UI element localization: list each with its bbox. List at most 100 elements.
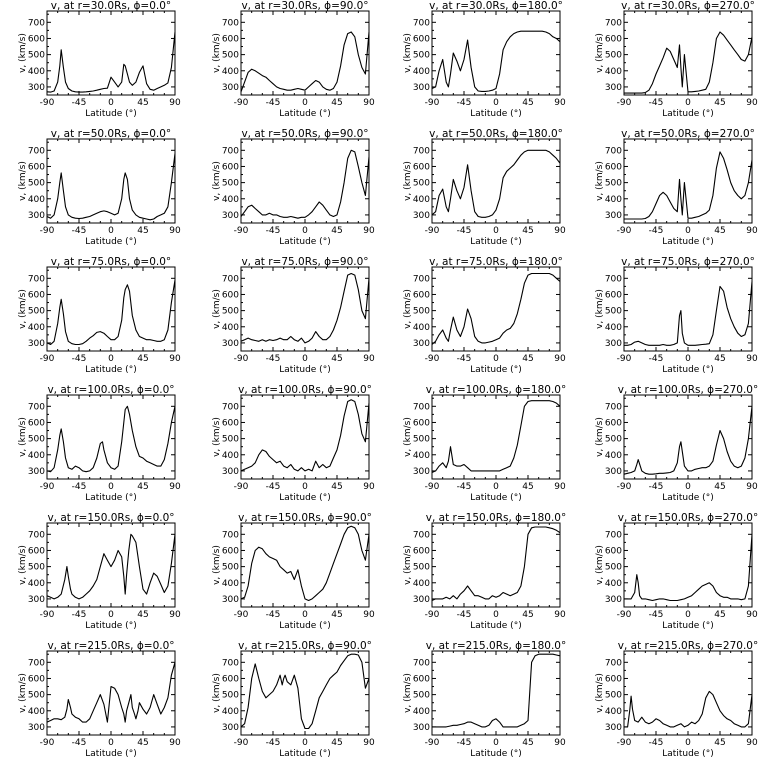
x-tick-label: -45 bbox=[72, 610, 87, 620]
y-tick-label: 300 bbox=[605, 211, 622, 221]
x-tick-label: 0 bbox=[302, 226, 308, 236]
x-tick-label: 45 bbox=[137, 482, 148, 492]
y-axis-label: v, (km/s) bbox=[212, 417, 222, 457]
y-tick-label: 400 bbox=[605, 323, 622, 333]
y-tick-label: 500 bbox=[413, 307, 430, 317]
panel-title: v, at r=30.0Rs, ϕ=90.0° bbox=[241, 0, 368, 12]
y-tick-label: 400 bbox=[28, 707, 45, 717]
x-tick-label: 0 bbox=[493, 98, 499, 108]
plot-frame bbox=[431, 650, 561, 736]
y-tick-label: 400 bbox=[605, 67, 622, 77]
y-tick-label: 700 bbox=[28, 146, 45, 156]
series-line bbox=[431, 400, 561, 474]
x-tick-label: 0 bbox=[108, 354, 114, 364]
panel-title: v, at r=50.0Rs, ϕ=0.0° bbox=[51, 128, 171, 140]
y-tick-label: 700 bbox=[605, 146, 622, 156]
series-line bbox=[240, 272, 370, 344]
panel: v, at r=150.0Rs, ϕ=270.0° -90 -45 0 45 90 300 4… bbox=[595, 512, 758, 631]
y-tick-label: 400 bbox=[222, 579, 239, 589]
y-tick-label: 600 bbox=[605, 34, 622, 44]
x-tick-label: 0 bbox=[493, 354, 499, 364]
y-tick-label: 500 bbox=[222, 179, 239, 189]
y-tick-label: 700 bbox=[28, 658, 45, 668]
panel-title: v, at r=100.0Rs, ϕ=270.0° bbox=[618, 384, 758, 396]
series-line bbox=[46, 662, 176, 723]
x-tick-label: -90 bbox=[425, 98, 440, 108]
y-axis-label: v, (km/s) bbox=[403, 417, 413, 457]
x-axis-label: Latitude (°) bbox=[470, 493, 521, 503]
x-tick-label: -90 bbox=[234, 482, 249, 492]
plot-frame bbox=[240, 650, 370, 736]
y-tick-label: 300 bbox=[605, 595, 622, 605]
series-line bbox=[46, 279, 176, 346]
x-tick-label: 0 bbox=[685, 226, 691, 236]
x-axis-label: Latitude (°) bbox=[279, 621, 330, 631]
panel-title: v, at r=100.0Rs, ϕ=180.0° bbox=[426, 384, 566, 396]
panel: v, at r=150.0Rs, ϕ=180.0° -90 -45 0 45 90 300 4… bbox=[403, 512, 566, 631]
x-axis-label: Latitude (°) bbox=[279, 749, 330, 759]
plot-frame bbox=[431, 266, 561, 352]
x-axis-label: Latitude (°) bbox=[662, 237, 713, 247]
y-axis-label: v, (km/s) bbox=[212, 33, 222, 73]
y-axis-label: v, (km/s) bbox=[403, 33, 413, 73]
y-tick-label: 500 bbox=[28, 179, 45, 189]
y-tick-label: 300 bbox=[222, 595, 239, 605]
panel-title: v, at r=215.0Rs, ϕ=0.0° bbox=[47, 640, 174, 652]
x-tick-label: 90 bbox=[169, 98, 181, 108]
x-axis-label: Latitude (°) bbox=[85, 109, 136, 119]
x-tick-label: -45 bbox=[649, 354, 664, 364]
y-tick-label: 500 bbox=[222, 691, 239, 701]
x-tick-label: -90 bbox=[425, 226, 440, 236]
y-tick-label: 500 bbox=[605, 563, 622, 573]
x-tick-label: 45 bbox=[522, 610, 533, 620]
y-tick-label: 600 bbox=[222, 674, 239, 684]
x-axis-label: Latitude (°) bbox=[470, 109, 521, 119]
x-axis-label: Latitude (°) bbox=[279, 109, 330, 119]
y-axis-label: v, (km/s) bbox=[403, 673, 413, 713]
x-tick-label: -90 bbox=[234, 610, 249, 620]
y-tick-label: 400 bbox=[28, 579, 45, 589]
panel-title: v, at r=75.0Rs, ϕ=0.0° bbox=[51, 256, 171, 268]
panel: v, at r=100.0Rs, ϕ=0.0° -90 -45 0 45 90 300 400… bbox=[18, 384, 181, 503]
x-axis-label: Latitude (°) bbox=[662, 365, 713, 375]
y-tick-label: 500 bbox=[28, 435, 45, 445]
y-tick-label: 400 bbox=[605, 707, 622, 717]
y-tick-label: 300 bbox=[605, 467, 622, 477]
y-tick-label: 400 bbox=[413, 707, 430, 717]
x-tick-label: -45 bbox=[457, 226, 472, 236]
y-tick-label: 500 bbox=[413, 51, 430, 61]
panel: v, at r=30.0Rs, ϕ=270.0° -90 -45 0 45 90 300 40… bbox=[595, 0, 758, 119]
x-tick-label: 45 bbox=[331, 354, 342, 364]
x-axis-label: Latitude (°) bbox=[662, 749, 713, 759]
x-tick-label: 90 bbox=[363, 610, 375, 620]
x-tick-label: 0 bbox=[302, 354, 308, 364]
x-tick-label: 45 bbox=[331, 738, 342, 748]
y-tick-label: 400 bbox=[413, 579, 430, 589]
y-axis-label: v, (km/s) bbox=[403, 545, 413, 585]
y-tick-label: 400 bbox=[413, 451, 430, 461]
x-tick-label: -90 bbox=[234, 226, 249, 236]
x-tick-label: 90 bbox=[746, 98, 758, 108]
y-axis-label: v, (km/s) bbox=[18, 417, 28, 457]
plot-frame bbox=[623, 522, 753, 608]
y-tick-label: 300 bbox=[413, 83, 430, 93]
x-tick-label: -90 bbox=[40, 98, 55, 108]
panel-title: v, at r=75.0Rs, ϕ=90.0° bbox=[241, 256, 368, 268]
panel: v, at r=100.0Rs, ϕ=270.0° -90 -45 0 45 90 300 4… bbox=[595, 384, 758, 503]
panel: v, at r=215.0Rs, ϕ=180.0° -90 -45 0 45 90 300 4… bbox=[403, 640, 566, 759]
x-tick-label: 0 bbox=[685, 738, 691, 748]
x-tick-label: 90 bbox=[746, 226, 758, 236]
y-tick-label: 600 bbox=[413, 546, 430, 556]
x-tick-label: 0 bbox=[493, 226, 499, 236]
y-tick-label: 500 bbox=[28, 691, 45, 701]
x-tick-label: -90 bbox=[617, 610, 632, 620]
y-tick-label: 500 bbox=[605, 435, 622, 445]
panel-title: v, at r=215.0Rs, ϕ=180.0° bbox=[426, 640, 566, 652]
x-tick-label: 0 bbox=[493, 482, 499, 492]
y-axis-label: v, (km/s) bbox=[212, 289, 222, 329]
y-axis-label: v, (km/s) bbox=[18, 33, 28, 73]
x-tick-label: 45 bbox=[331, 98, 342, 108]
x-tick-label: -45 bbox=[266, 482, 281, 492]
x-tick-label: 45 bbox=[522, 738, 533, 748]
